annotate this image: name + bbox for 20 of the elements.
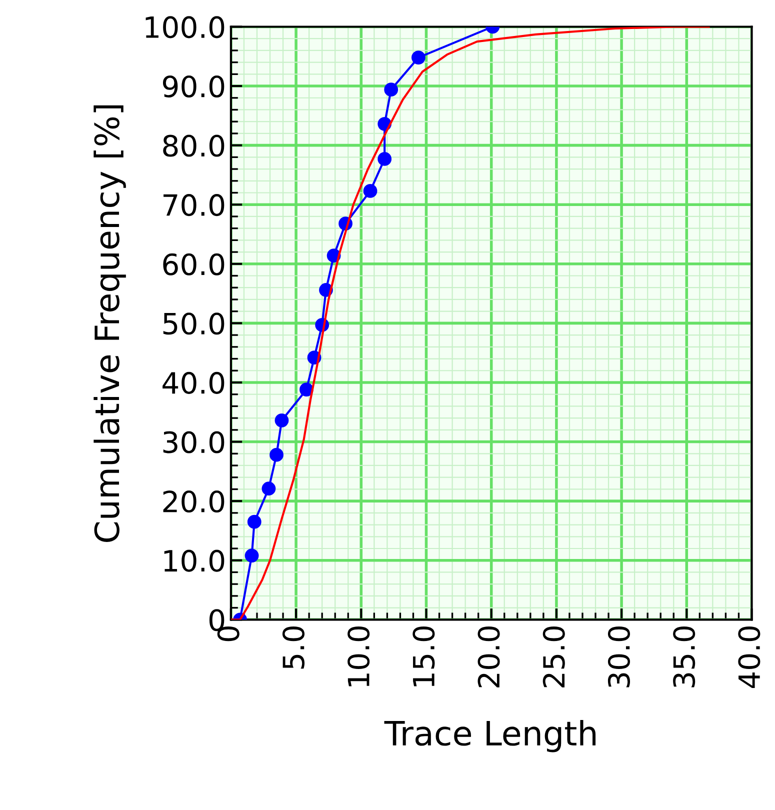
x-axis-title: Trace Length [384,720,596,752]
y-tick-label: 30.0 [163,431,224,454]
y-tick-label: 60.0 [163,253,224,276]
x-tick-label: 30.0 [608,626,630,688]
x-tick-label: 20.0 [478,626,500,688]
x-tick-label: 5.0 [282,626,305,669]
x-tick-label: 25.0 [542,626,565,688]
y-tick-label: 40.0 [162,372,224,394]
y-tick-label: 70.0 [164,194,224,216]
y-tick-label: 50.0 [163,312,224,335]
y-tick-label: 100.0 [146,16,224,38]
y-tick-label: 90.0 [162,75,224,98]
y-tick-label: 20.0 [163,490,224,513]
x-tick-label: 40.0 [738,626,760,688]
x-tick-label: 35.0 [673,626,696,688]
x-tick-label: 10.0 [348,626,370,686]
y-tick-label: 10.0 [164,550,224,572]
y-tick-label: 80.0 [163,134,224,157]
x-tick-label: 15.0 [412,626,435,686]
y-axis-title: Cumulative Frequency [%] [94,105,126,542]
